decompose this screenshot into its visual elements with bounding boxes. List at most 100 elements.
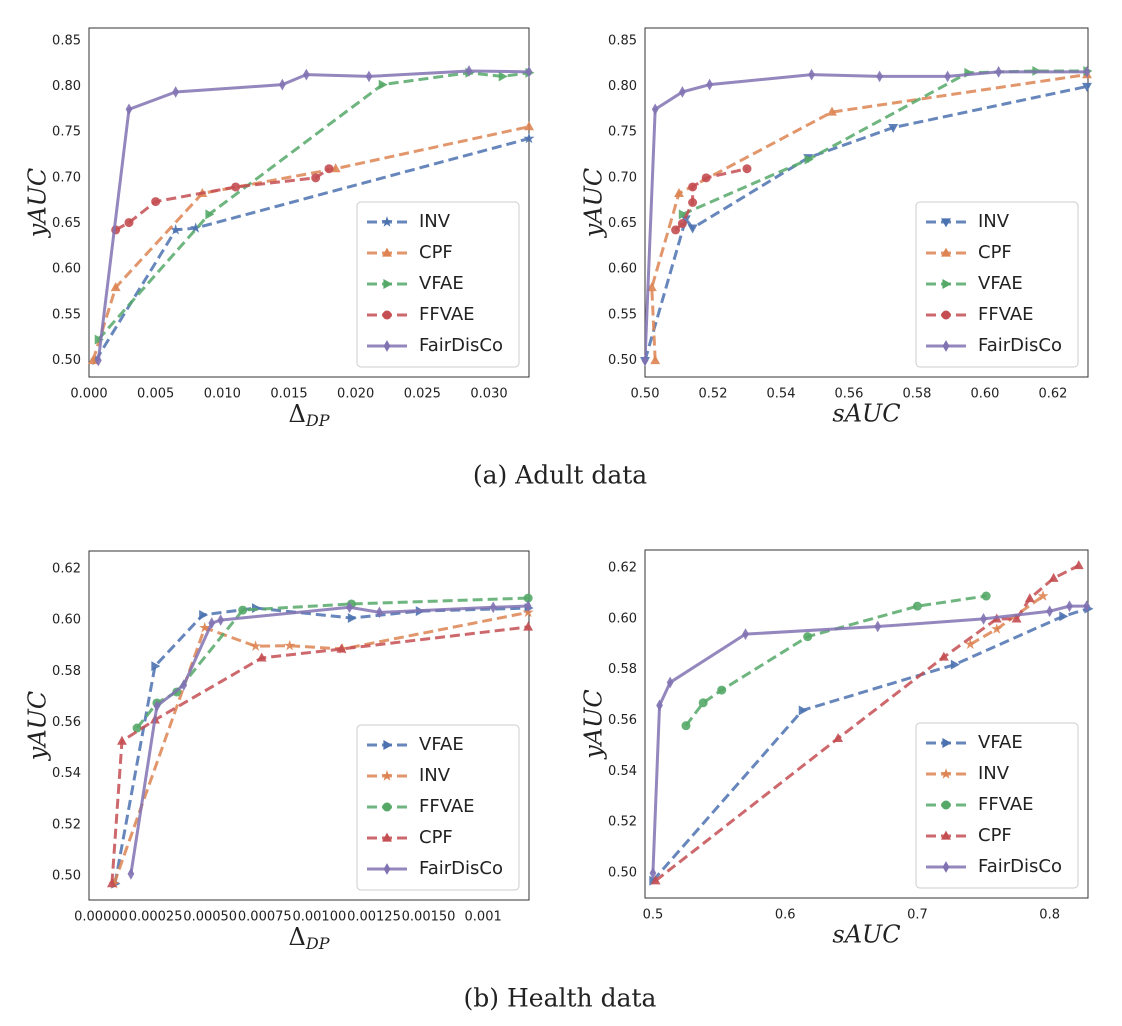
chart: 0.50 0.52 0.54 0.56 0.58 0.60 0.62 0.50 0.55 0.60… (580, 27, 1093, 428)
point (336, 643, 347, 653)
caption: (b) Health data (464, 984, 657, 1013)
chart: 0.00000 0.00025 0.00050 0.00075 0.00100 0.001… (24, 550, 534, 953)
x-tick-label: 0.010 (204, 387, 241, 402)
legend-marker (383, 279, 393, 289)
legend-label: CPF (419, 827, 453, 848)
legend-label: INV (419, 211, 451, 232)
y-tick-label: 0.65 (608, 216, 637, 231)
y-tick-label: 0.62 (52, 561, 81, 576)
legend-marker (942, 738, 952, 748)
x-tick-label: 0.8 (1039, 908, 1060, 923)
series-line (651, 607, 1088, 882)
legend-marker (941, 310, 951, 320)
x-tick-label: 0.00075 (238, 910, 292, 925)
x-tick-label: 0.5 (643, 908, 664, 923)
series-line (684, 594, 987, 727)
y-tick-label: 0.50 (608, 353, 637, 368)
point (1037, 590, 1049, 601)
x-axis-label-subscript: DP (305, 411, 330, 430)
point (110, 282, 121, 292)
point (199, 621, 211, 633)
x-tick-label: 0.00125 (347, 910, 401, 925)
point (804, 154, 814, 165)
x-tick-label: 0.52 (699, 387, 728, 402)
y-axis-label: yAUC (24, 691, 52, 761)
y-tick-label: 0.50 (52, 868, 81, 883)
x-tick-label: 0.020 (337, 387, 374, 402)
series-line (94, 137, 529, 362)
x-tick-label: 0.62 (1039, 387, 1068, 402)
y-tick-label: 0.54 (608, 764, 637, 779)
point (1083, 600, 1091, 613)
legend-marker (383, 740, 393, 750)
x-tick-label: 0.54 (767, 387, 796, 402)
legend-marker (942, 279, 952, 289)
point (698, 698, 708, 708)
point (124, 218, 134, 228)
y-tick-label: 0.75 (608, 125, 637, 140)
point (827, 106, 837, 116)
point (995, 66, 1002, 78)
y-tick-label: 0.80 (608, 79, 637, 94)
legend: INV CPF VFAE FFVAE FairDisCo (915, 201, 1079, 368)
point (523, 621, 534, 631)
y-tick-label: 0.60 (52, 613, 81, 628)
point (256, 652, 267, 662)
point (284, 639, 296, 651)
point (94, 334, 104, 345)
point (347, 613, 357, 623)
legend-box (356, 201, 520, 368)
y-tick-label: 0.60 (608, 262, 637, 277)
point (523, 593, 533, 603)
y-tick-label: 0.75 (52, 125, 81, 140)
point (742, 628, 749, 640)
legend: VFAE INV FFVAE CPF FairDisCo (915, 722, 1079, 889)
point (742, 164, 752, 174)
point (180, 679, 188, 691)
legend-box (915, 201, 1079, 368)
point (706, 78, 713, 91)
point (688, 182, 698, 192)
point (649, 867, 657, 879)
legend: INV CPF VFAE FFVAE FairDisCo (356, 201, 520, 368)
y-tick-label: 0.52 (608, 815, 637, 830)
legend-marker (382, 832, 392, 842)
legend-marker (382, 247, 392, 257)
legend-box (915, 722, 1079, 889)
legend-marker (382, 310, 392, 320)
legend-marker (383, 863, 391, 875)
y-tick-label: 0.54 (52, 766, 81, 781)
y-axis-label: yAUC (24, 168, 52, 238)
point (1066, 600, 1073, 613)
point (172, 86, 180, 98)
x-tick-label: 0.00000 (74, 910, 128, 925)
point (208, 617, 216, 630)
legend-label: VFAE (978, 732, 1023, 753)
point (498, 71, 508, 82)
x-axis-label: ΔDP (289, 923, 330, 953)
x-tick-label: 0.025 (404, 387, 441, 402)
legend-marker (941, 800, 951, 810)
point (117, 735, 127, 745)
point (1011, 613, 1022, 623)
x-tick-label: 0.005 (137, 387, 174, 402)
series-line (97, 71, 529, 341)
legend-label: FFVAE (978, 794, 1034, 815)
point (524, 600, 532, 612)
legend-label: FairDisCo (978, 856, 1062, 877)
y-axis-label: yAUC (580, 689, 608, 759)
point (650, 875, 661, 885)
x-tick-label: 0.00150 (402, 910, 456, 925)
point (950, 659, 960, 670)
x-tick-label: 0.00100 (292, 910, 346, 925)
point (656, 699, 663, 712)
chart: 0.000 0.005 0.010 0.015 0.020 0.025 0.030 0.50 0… (24, 27, 535, 430)
plot-frame (644, 27, 1089, 378)
point (378, 79, 388, 90)
point (1046, 605, 1054, 618)
legend-marker (942, 861, 950, 873)
point (153, 700, 161, 712)
x-tick-label: 0.7 (907, 908, 928, 923)
point (666, 676, 674, 689)
legend: VFAE INV FFVAE CPF FairDisCo (356, 724, 520, 891)
